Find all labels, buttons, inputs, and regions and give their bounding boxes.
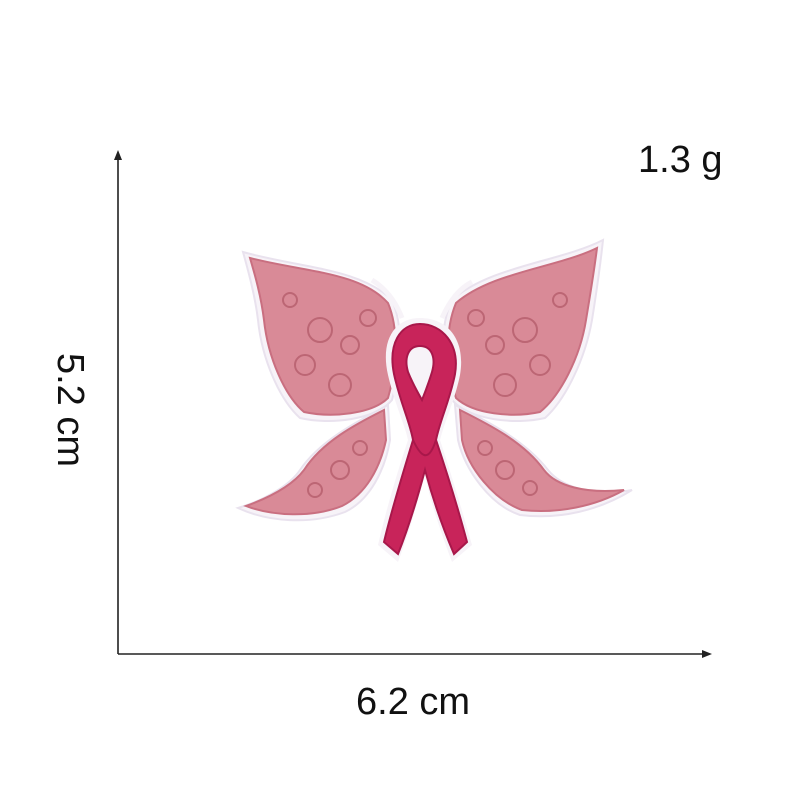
- width-label: 6.2 cm: [356, 681, 471, 723]
- width-arrow-icon: [702, 650, 712, 658]
- butterfly-ribbon-patch-icon: [235, 238, 633, 562]
- height-label: 5.2 cm: [49, 352, 91, 468]
- weight-label: 1.3 g: [638, 139, 723, 181]
- height-arrow-icon: [114, 150, 122, 160]
